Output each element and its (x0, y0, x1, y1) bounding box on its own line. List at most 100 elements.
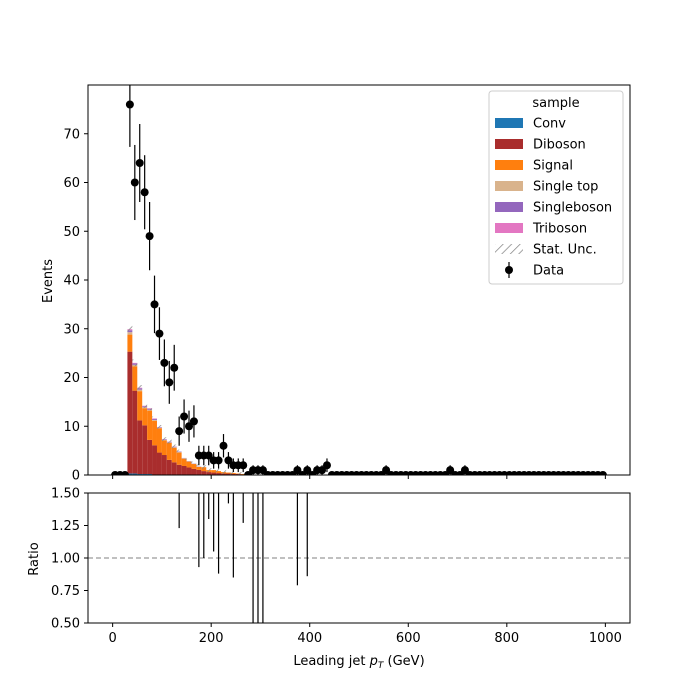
stack-bar-signal (191, 464, 197, 469)
data-point (160, 358, 169, 367)
y-tick-label-ratio: 1.50 (51, 487, 80, 502)
legend-label-conv: Conv (533, 117, 566, 132)
data-point (120, 471, 129, 475)
stack-bar-diboson (201, 471, 207, 475)
ratio-panel (87, 492, 631, 624)
legend-label-singleboson: Singleboson (533, 201, 612, 216)
data-point (303, 466, 312, 475)
data-point (130, 178, 139, 187)
legend-swatch-diboson (495, 139, 523, 149)
stack-bar-signal (181, 458, 187, 466)
stat-unc-band (196, 464, 202, 469)
stat-unc-band (176, 449, 182, 454)
stack-bar-diboson (221, 473, 226, 475)
stack-bar-signal (201, 467, 207, 472)
data-point (125, 100, 134, 109)
stack-bar-diboson (216, 473, 222, 475)
legend-swatch-signal (495, 160, 523, 170)
legend-swatch-singleboson (495, 202, 523, 212)
stack-bar-diboson (186, 467, 192, 475)
stat-unc-band (240, 472, 246, 475)
stack-bar-signal (152, 420, 157, 446)
y-tick-label-main: 60 (63, 176, 80, 191)
data-point (219, 441, 228, 450)
stack-bar-diboson (152, 445, 157, 475)
y-tick-label-ratio: 1.00 (51, 552, 80, 567)
stat-unc-band (235, 471, 241, 475)
data-point (150, 300, 159, 309)
legend-label-data: Data (533, 264, 564, 279)
data-point (322, 461, 331, 470)
stat-unc-band (211, 468, 217, 473)
stat-unc-band (230, 471, 236, 475)
stack-bar-signal (132, 366, 138, 391)
legend-swatch-triboson (495, 223, 523, 233)
y-tick-label-main: 0 (72, 469, 80, 484)
y-tick-label-main: 10 (63, 420, 80, 435)
data-point (189, 417, 198, 426)
stack-bar-diboson (127, 351, 133, 474)
stack-bar-single-top (152, 419, 157, 421)
data-point (460, 466, 469, 475)
stat-unc-band (127, 324, 133, 334)
stack-bar-diboson (161, 455, 167, 475)
stack-bar-diboson (166, 459, 172, 475)
y-tick-label-main: 50 (63, 225, 80, 240)
x-tick-label: 800 (494, 631, 519, 646)
stat-unc-band (161, 437, 167, 442)
x-tick-label: 600 (396, 631, 421, 646)
stack-bar-signal (176, 452, 182, 465)
stack-bar-diboson (142, 425, 148, 475)
stat-unc-band (216, 469, 222, 474)
legend-title: sample (532, 96, 579, 111)
legend-swatch-stat-unc (495, 244, 523, 254)
stack-bar-signal (147, 410, 153, 440)
stat-unc-band (186, 459, 192, 464)
legend-label-stat-unc: Stat. Unc. (533, 243, 597, 258)
stat-unc-band (142, 403, 148, 408)
stack-bar-signal (186, 461, 192, 468)
data-point (175, 427, 184, 436)
stack-bar-signal (171, 447, 177, 463)
y-tick-label-ratio: 1.25 (51, 519, 80, 534)
x-tick-label: 0 (108, 631, 116, 646)
y-tick-label-main: 30 (63, 322, 80, 337)
y-axis-label-main: Events (41, 259, 56, 303)
stack-bar-diboson (211, 472, 217, 475)
stack-bar-diboson (206, 472, 212, 475)
stack-bar-diboson (147, 439, 153, 475)
y-tick-label-main: 40 (63, 274, 80, 289)
x-tick-label: 1000 (589, 631, 622, 646)
legend: sample Conv Diboson Signal Single top Singleb… (488, 90, 624, 285)
data-point (214, 456, 223, 465)
data-point (239, 461, 248, 470)
legend-swatch-single-top (495, 181, 523, 191)
legend-label-diboson: Diboson (533, 138, 586, 153)
data-point (446, 466, 455, 475)
legend-marker-data (505, 266, 513, 274)
legend-label-single-top: Single top (533, 180, 598, 195)
stack-bar-single-top (137, 389, 143, 392)
stack-bar-diboson (196, 469, 202, 475)
data-points (111, 85, 607, 475)
stack-bar-diboson (156, 452, 162, 475)
data-point (258, 466, 267, 475)
data-point (318, 466, 327, 475)
stack-bar-diboson (137, 420, 143, 475)
y-tick-label-main: 20 (63, 371, 80, 386)
x-axis-label: Leading jet pT (GeV) (293, 654, 424, 671)
stat-unc-band (221, 470, 226, 475)
data-point (155, 329, 164, 338)
stat-unc-band (171, 444, 177, 449)
stack-bar-signal (161, 440, 167, 456)
stat-unc-band (166, 439, 172, 444)
stat-unc-band (191, 461, 197, 466)
stack-bar-diboson (132, 390, 138, 474)
data-point (135, 159, 144, 167)
data-point (165, 378, 174, 387)
stat-unc-band (201, 465, 207, 470)
data-point (293, 466, 302, 475)
stat-unc-band (147, 406, 153, 411)
data-point (180, 412, 189, 421)
